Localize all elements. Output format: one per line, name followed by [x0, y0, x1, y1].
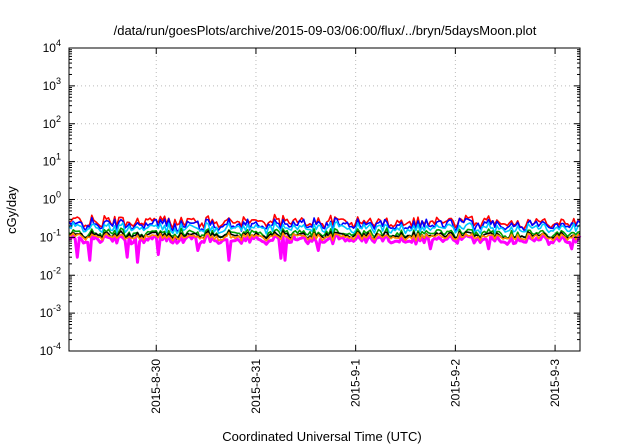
- y-tick-base: 10: [43, 41, 57, 55]
- y-tick-label: 104: [43, 38, 61, 55]
- y-tick-exponent: 4: [56, 38, 61, 48]
- y-tick-exponent: 0: [56, 190, 61, 200]
- y-tick-exponent: 2: [56, 114, 61, 124]
- y-tick-exponent: 1: [56, 152, 61, 162]
- y-tick-base: 10: [40, 344, 54, 358]
- y-tick-base: 10: [43, 79, 57, 93]
- y-tick-label: 103: [43, 76, 61, 93]
- y-tick-base: 10: [40, 268, 54, 282]
- y-tick-label: 10-2: [40, 265, 61, 282]
- y-tick-label: 100: [43, 190, 61, 207]
- y-tick-label: 10-3: [40, 303, 61, 320]
- y-tick-base: 10: [40, 306, 54, 320]
- y-tick-exponent: -1: [53, 227, 61, 237]
- grid-lines: [69, 48, 580, 351]
- x-tick-label: 2015-8-30: [149, 359, 163, 414]
- chart-title: /data/run/goesPlots/archive/2015-09-03/0…: [114, 23, 537, 38]
- series-layer: [68, 213, 582, 264]
- y-axis-label: cGy/day: [4, 186, 19, 234]
- x-tick-label: 2015-9-2: [448, 359, 462, 407]
- y-tick-exponent: -2: [53, 265, 61, 275]
- series-line: [68, 221, 581, 235]
- y-tick-base: 10: [43, 193, 57, 207]
- series-line: [68, 233, 582, 264]
- y-tick-label: 101: [43, 152, 61, 169]
- series-line: [68, 231, 581, 242]
- y-tick-exponent: -3: [53, 303, 61, 313]
- y-tick-label: 10-4: [40, 341, 61, 358]
- y-tick-exponent: -4: [53, 341, 61, 351]
- y-tick-base: 10: [40, 230, 54, 244]
- x-tick-label: 2015-9-3: [548, 359, 562, 407]
- x-tick-label: 2015-8-31: [249, 359, 263, 414]
- y-tick-base: 10: [43, 117, 57, 131]
- series-line: [68, 217, 581, 233]
- x-tick-label: 2015-9-1: [349, 359, 363, 407]
- y-tick-exponent: 3: [56, 76, 61, 86]
- y-tick-label: 102: [43, 114, 61, 131]
- x-axis-ticks: 2015-8-30 2015-8-31 2015-9-1 2015-9-2 2015-9…: [149, 48, 562, 414]
- y-tick-label: 10-1: [40, 227, 61, 244]
- y-tick-base: 10: [43, 155, 57, 169]
- x-axis-label: Coordinated Universal Time (UTC): [222, 429, 421, 444]
